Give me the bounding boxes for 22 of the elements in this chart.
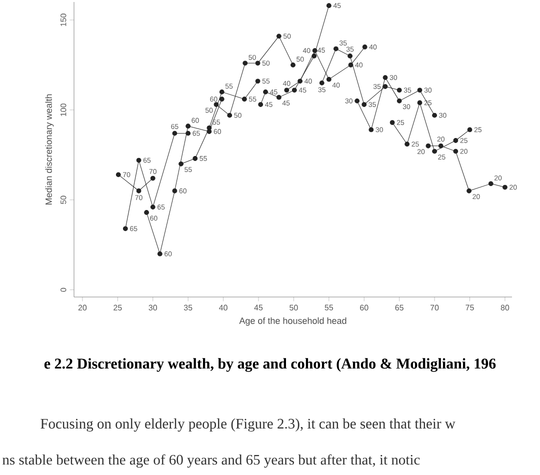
- x-tick-label: 45: [254, 304, 263, 310]
- x-axis-title: Age of the household head: [239, 317, 346, 326]
- x-tick-label: 80: [500, 304, 510, 310]
- x-tick-label: 70: [430, 304, 439, 310]
- y-tick-label: 50: [60, 196, 66, 204]
- x-tick-label: 65: [395, 304, 404, 310]
- x-tick-label: 35: [184, 304, 192, 310]
- x-tick-label: 25: [114, 304, 122, 310]
- y-tick-label: 150: [60, 14, 66, 26]
- x-tick-label: 55: [324, 304, 334, 310]
- x-tick-label: 40: [219, 304, 228, 310]
- y-tick-label: 100: [60, 104, 66, 116]
- y-axis-title: Median discretionary wealth: [45, 94, 54, 205]
- x-tick-label: 60: [360, 304, 368, 310]
- y-tick-label: 0: [60, 288, 66, 292]
- text: e 2.2 Discretionary wealth, by age and cohort (Ando & Modigliani, 196: [44, 358, 496, 372]
- x-tick-label: 50: [290, 304, 298, 310]
- text: ns stable between the age of 60 years and 65 years but after that, it notic: [2, 454, 420, 468]
- x-tick-label: 20: [78, 304, 87, 310]
- x-tick-label: 75: [466, 304, 474, 310]
- text: Focusing on only elderly people (Figure 2.3), it can be seen that their w: [40, 418, 456, 432]
- x-tick-label: 30: [148, 304, 158, 310]
